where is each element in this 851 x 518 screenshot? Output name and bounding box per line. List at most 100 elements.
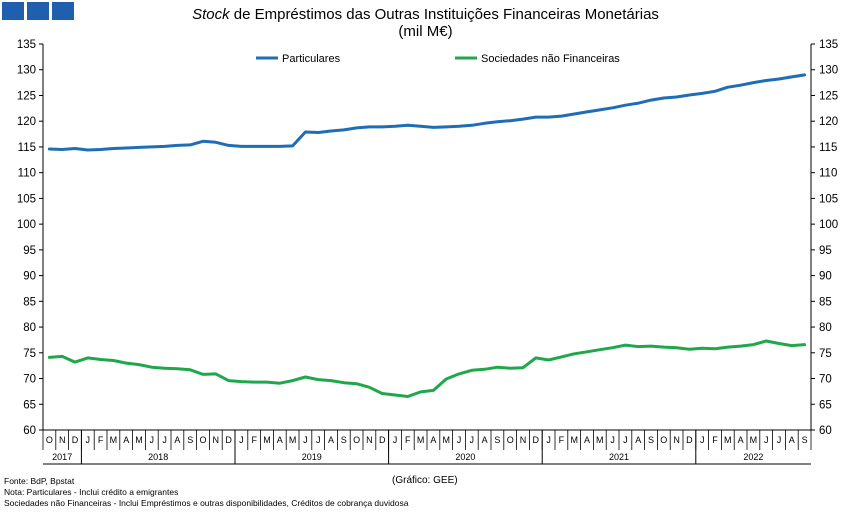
chart-title: Stock de Empréstimos das Outras Institui…	[0, 6, 851, 23]
y-tick-label-left: 80	[23, 322, 36, 334]
month-label: O	[660, 435, 667, 445]
y-tick-label-right: 65	[819, 399, 832, 411]
y-tick-label-right: 125	[819, 90, 838, 102]
month-label: M	[135, 435, 143, 445]
month-label: O	[353, 435, 360, 445]
y-tick-label-right: 85	[819, 296, 832, 308]
month-label: M	[417, 435, 425, 445]
series-line-particulares	[47, 73, 807, 152]
legend-label: Particulares	[282, 53, 341, 65]
month-label: S	[494, 435, 500, 445]
y-tick-label-left: 115	[18, 142, 36, 154]
y-tick-label-left: 120	[17, 116, 36, 128]
footer-source: Fonte: BdP, Bpstat	[4, 476, 75, 486]
month-label: A	[482, 435, 488, 445]
month-label: N	[520, 435, 527, 445]
footer-note-2: Sociedades não Financeiras - Inclui Empr…	[4, 498, 409, 508]
month-label: J	[764, 435, 769, 445]
month-label: A	[123, 435, 129, 445]
month-label: J	[316, 435, 321, 445]
month-label: J	[610, 435, 615, 445]
month-label: J	[457, 435, 462, 445]
month-label: A	[635, 435, 641, 445]
month-label: D	[225, 435, 232, 445]
month-label: J	[239, 435, 244, 445]
chart-subtitle: (mil M€)	[398, 23, 453, 40]
y-tick-label-right: 90	[819, 271, 832, 283]
month-label: J	[777, 435, 782, 445]
month-label: J	[623, 435, 628, 445]
y-tick-label-right: 70	[819, 374, 832, 386]
y-tick-label-right: 75	[819, 348, 832, 360]
legend-label: Sociedades não Financeiras	[481, 53, 620, 65]
y-tick-label-right: 110	[819, 168, 837, 180]
month-label: O	[46, 435, 53, 445]
month-label: D	[72, 435, 79, 445]
y-tick-label-left: 85	[23, 296, 36, 308]
y-tick-label-left: 130	[17, 65, 36, 77]
y-tick-label-left: 125	[17, 90, 36, 102]
month-label: M	[289, 435, 297, 445]
y-tick-label-left: 105	[17, 193, 36, 205]
graphic-credit: (Gráfico: GEE)	[392, 475, 458, 486]
year-label: 2019	[302, 452, 322, 462]
month-label: J	[470, 435, 475, 445]
month-label: N	[673, 435, 680, 445]
month-label: M	[263, 435, 271, 445]
y-tick-label-left: 75	[23, 348, 36, 360]
y-tick-label-left: 90	[23, 271, 36, 283]
month-label: J	[303, 435, 308, 445]
year-label: 2017	[52, 452, 72, 462]
month-label: D	[379, 435, 386, 445]
month-label: S	[648, 435, 654, 445]
year-label: 2022	[743, 452, 763, 462]
month-label: M	[724, 435, 732, 445]
month-label: F	[251, 435, 257, 445]
month-label: F	[559, 435, 565, 445]
chart-title-italic: Stock	[192, 6, 230, 23]
y-tick-label-right: 120	[819, 116, 838, 128]
y-tick-label-left: 65	[23, 399, 36, 411]
y-tick-label-left: 95	[23, 245, 36, 257]
month-label: F	[712, 435, 718, 445]
month-label: A	[174, 435, 180, 445]
month-label: J	[86, 435, 91, 445]
y-tick-label-left: 60	[23, 425, 36, 437]
y-tick-label-right: 135	[819, 39, 838, 51]
footer-note: Nota: Particulares - Inclui crédito a em…	[4, 487, 179, 497]
month-label: J	[150, 435, 155, 445]
month-label: D	[533, 435, 540, 445]
month-label: A	[277, 435, 283, 445]
month-label: F	[405, 435, 411, 445]
y-tick-label-left: 135	[17, 39, 36, 51]
month-label: N	[366, 435, 373, 445]
y-tick-label-right: 80	[819, 322, 832, 334]
month-label: A	[738, 435, 744, 445]
year-label: 2018	[148, 452, 168, 462]
y-tick-label-right: 130	[819, 65, 838, 77]
y-tick-label-right: 105	[819, 193, 838, 205]
month-label: D	[686, 435, 693, 445]
y-tick-label-left: 100	[17, 219, 36, 231]
y-tick-label-right: 115	[819, 142, 837, 154]
y-tick-label-right: 60	[819, 425, 832, 437]
y-tick-label-left: 70	[23, 374, 36, 386]
month-label: J	[162, 435, 167, 445]
month-label: M	[442, 435, 450, 445]
month-label: O	[507, 435, 514, 445]
month-label: S	[187, 435, 193, 445]
series-line-sociedades	[47, 339, 807, 398]
y-tick-label-right: 100	[819, 219, 838, 231]
month-label: A	[328, 435, 334, 445]
month-label: A	[430, 435, 436, 445]
month-label: O	[199, 435, 206, 445]
month-label: A	[789, 435, 795, 445]
month-label: S	[341, 435, 347, 445]
month-label: M	[750, 435, 758, 445]
year-label: 2021	[609, 452, 629, 462]
y-tick-label-left: 110	[18, 168, 36, 180]
month-label: N	[213, 435, 220, 445]
y-tick-label-right: 95	[819, 245, 832, 257]
month-label: M	[110, 435, 118, 445]
